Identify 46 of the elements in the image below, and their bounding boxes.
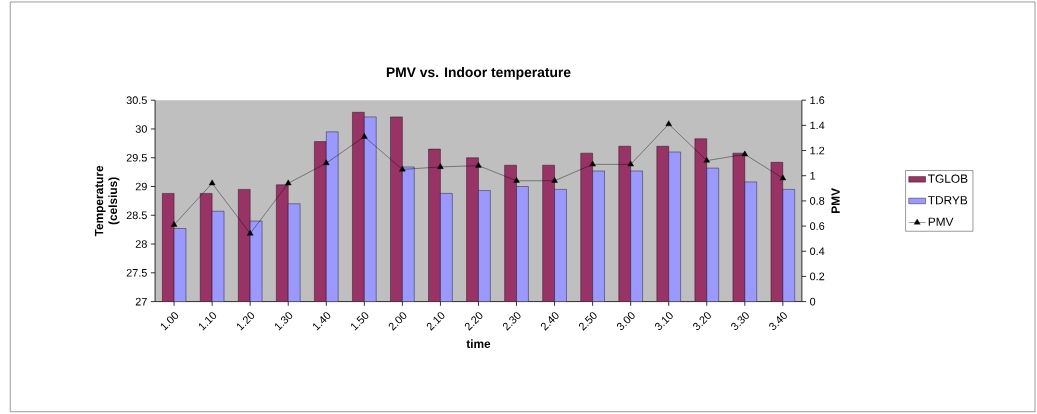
y-tick-label: 30.5	[126, 96, 147, 105]
point	[665, 120, 672, 127]
y-tick-label: 28.5	[126, 211, 147, 220]
point	[246, 230, 254, 236]
point	[285, 179, 292, 186]
x-tick-label: 3.20	[693, 312, 711, 331]
point	[703, 157, 710, 163]
y-tick-label: 30	[135, 125, 147, 133]
y-tick-label: 29	[135, 182, 147, 191]
y-tick-label: 29.5	[126, 154, 147, 162]
x-tick-label: 3.00	[616, 312, 635, 331]
point	[779, 174, 787, 181]
y-tick-label: 28	[135, 240, 147, 249]
point	[170, 221, 178, 227]
y2-tick-label: 0.6	[810, 222, 825, 231]
chart-title: PMV vs. Indoor temperature	[386, 67, 571, 81]
point	[475, 162, 482, 168]
y2-tick-label: 1	[810, 172, 816, 180]
x-tick-label: 3.30	[731, 312, 749, 331]
point	[551, 177, 558, 183]
legend-label: TGLOB	[928, 174, 968, 184]
legend-label: PMV	[928, 217, 954, 226]
y-tick-label: 27	[135, 297, 147, 306]
y2-tick-label: 1.6	[810, 96, 825, 105]
point	[513, 177, 520, 183]
point	[437, 163, 444, 169]
y2-tick-label: 0.4	[810, 247, 825, 256]
x-tick-label: 3.40	[769, 312, 787, 331]
point	[589, 160, 596, 167]
x-axis-title: time	[466, 339, 491, 349]
y2-tick-label: 1.4	[810, 121, 825, 130]
point	[741, 150, 749, 157]
point	[361, 133, 368, 139]
y-axis-title: Temperature (celsius)	[94, 165, 120, 237]
y2-axis-title: PMV	[831, 188, 840, 214]
point	[627, 160, 634, 167]
y2-tick-label: 0.2	[810, 272, 825, 281]
legend-label: TDRYB	[928, 196, 968, 205]
point	[399, 165, 406, 172]
point	[208, 179, 216, 186]
x-tick-label: 3.10	[655, 312, 673, 331]
point	[323, 159, 330, 166]
y2-tick-label: 0	[810, 297, 816, 306]
y-tick-label: 27.5	[126, 269, 147, 277]
y2-tick-label: 1.2	[810, 146, 825, 155]
y2-tick-label: 0.8	[810, 197, 825, 205]
